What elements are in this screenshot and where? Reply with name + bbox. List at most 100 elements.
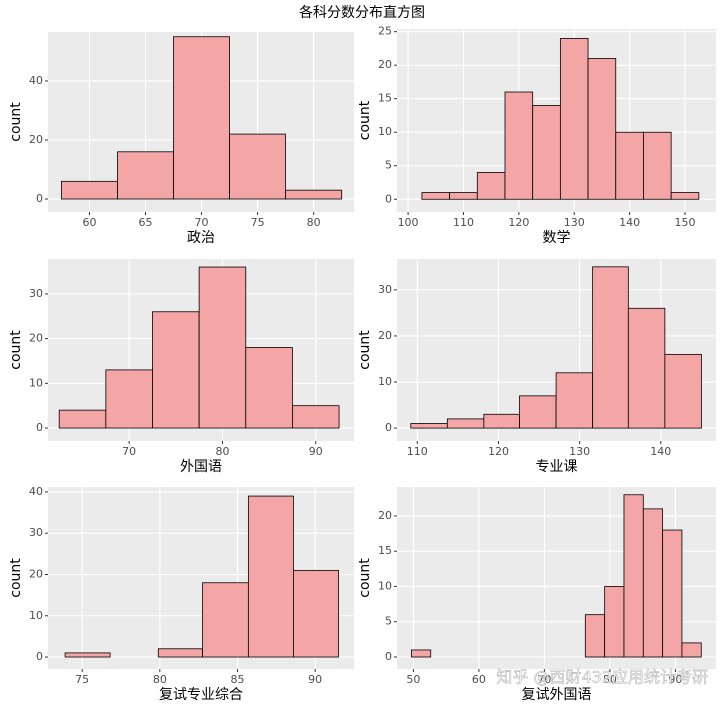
bar — [532, 105, 561, 200]
y-tick-label: 5 — [385, 159, 392, 172]
y-tick-label: 20 — [378, 509, 392, 522]
y-tick-label: 30 — [378, 283, 392, 296]
y-axis-label: count — [8, 330, 24, 370]
x-tick-label: 110 — [407, 445, 428, 458]
x-tick-label: 130 — [564, 216, 585, 229]
y-tick-label: 0 — [385, 192, 392, 205]
y-tick-label: 0 — [385, 421, 392, 434]
x-tick-label: 50 — [406, 673, 420, 686]
x-tick-label: 130 — [569, 445, 590, 458]
x-tick-label: 80 — [153, 673, 167, 686]
bar — [64, 652, 111, 658]
bar — [615, 131, 644, 200]
y-tick-label: 15 — [378, 544, 392, 557]
y-axis-label: count — [357, 558, 373, 598]
x-tick-label: 85 — [231, 673, 245, 686]
bar — [627, 307, 666, 429]
bar — [519, 395, 557, 429]
bar — [555, 372, 594, 429]
chart-title: 各科分数分布直方图 — [299, 4, 425, 21]
watermark: 知乎 @西财432应用统计考研 — [496, 668, 708, 687]
y-tick-label: 20 — [29, 567, 43, 580]
bar — [476, 172, 506, 200]
x-tick-label: 90 — [309, 445, 323, 458]
y-tick-label: 20 — [378, 329, 392, 342]
x-tick-label: 75 — [251, 216, 265, 229]
x-tick-label: 80 — [215, 445, 229, 458]
bar — [410, 423, 448, 429]
x-tick-label: 80 — [307, 216, 321, 229]
bar — [293, 569, 339, 658]
y-tick-label: 20 — [29, 133, 43, 146]
bar — [198, 266, 247, 429]
x-tick-label: 120 — [488, 445, 509, 458]
y-tick-label: 10 — [378, 125, 392, 138]
y-tick-label: 20 — [378, 58, 392, 71]
y-tick-label: 30 — [29, 287, 43, 300]
x-tick-label: 60 — [472, 673, 486, 686]
x-tick-label: 70 — [122, 445, 136, 458]
x-axis-label: 数学 — [543, 230, 571, 246]
bar — [446, 418, 485, 429]
y-tick-label: 5 — [385, 615, 392, 628]
y-axis-label: count — [357, 330, 373, 370]
x-tick-label: 150 — [674, 216, 695, 229]
bar — [157, 648, 203, 658]
bar — [247, 495, 294, 658]
bar — [592, 266, 629, 429]
x-tick-label: 90 — [668, 673, 682, 686]
bar — [504, 91, 534, 200]
bar — [285, 189, 343, 200]
y-tick-label: 0 — [385, 650, 392, 663]
bar — [292, 405, 340, 429]
bar — [643, 131, 672, 200]
bar — [61, 180, 118, 200]
y-tick-label: 15 — [378, 92, 392, 105]
y-tick-label: 25 — [378, 25, 392, 38]
x-tick-label: 60 — [82, 216, 96, 229]
x-tick-label: 75 — [75, 673, 89, 686]
y-tick-label: 20 — [29, 332, 43, 345]
x-tick-label: 70 — [195, 216, 209, 229]
y-tick-label: 10 — [378, 375, 392, 388]
x-axis-label: 外国语 — [180, 459, 222, 475]
x-tick-label: 80 — [603, 673, 617, 686]
bar — [449, 192, 478, 200]
bar — [587, 58, 617, 200]
x-axis-label: 政治 — [187, 230, 215, 246]
bar — [664, 353, 702, 429]
bar — [105, 369, 153, 429]
x-tick-label: 140 — [619, 216, 640, 229]
bar — [623, 494, 644, 658]
x-tick-label: 65 — [139, 216, 153, 229]
bar — [681, 642, 702, 658]
bar — [642, 508, 664, 658]
x-tick-label: 70 — [537, 673, 551, 686]
y-axis-label: count — [8, 558, 24, 598]
x-tick-label: 120 — [508, 216, 529, 229]
bar — [202, 582, 249, 658]
x-axis-label: 复试外国语 — [522, 686, 592, 703]
y-tick-label: 10 — [29, 609, 43, 622]
y-tick-label: 30 — [29, 526, 43, 539]
bar — [483, 413, 520, 429]
y-axis-label: count — [357, 100, 373, 140]
bar — [117, 151, 174, 200]
bar — [604, 586, 625, 658]
x-tick-label: 110 — [453, 216, 474, 229]
y-tick-label: 40 — [29, 74, 43, 87]
y-tick-label: 0 — [36, 192, 43, 205]
bar — [670, 192, 700, 200]
x-axis-label: 复试专业综合 — [159, 686, 243, 703]
bar — [411, 649, 432, 658]
bar — [245, 347, 293, 429]
bar — [662, 529, 683, 658]
y-tick-label: 10 — [29, 376, 43, 389]
y-tick-label: 40 — [29, 485, 43, 498]
bar — [229, 133, 287, 200]
y-tick-label: 10 — [378, 579, 392, 592]
x-tick-label: 90 — [308, 673, 322, 686]
x-tick-label: 140 — [650, 445, 671, 458]
